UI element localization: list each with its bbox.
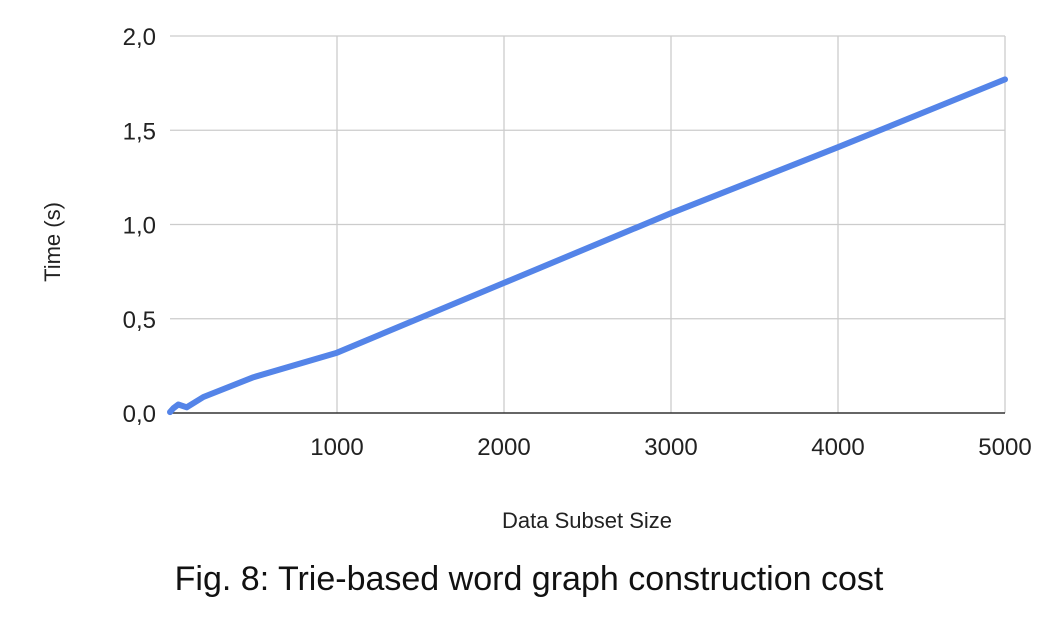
y-tick-label: 2,0 (123, 24, 156, 51)
y-tick-labels: 0,0 0,5 1,0 1,5 2,0 (123, 24, 156, 428)
y-tick-label: 1,5 (123, 118, 156, 145)
x-axis-title: Data Subset Size (502, 508, 672, 533)
y-tick-label: 1,0 (123, 213, 156, 240)
x-tick-label: 1000 (310, 434, 363, 461)
y-tick-label: 0,0 (123, 401, 156, 428)
figure-caption: Fig. 8: Trie-based word graph constructi… (174, 560, 884, 598)
x-tick-label: 5000 (978, 434, 1031, 461)
line-chart: 0,0 0,5 1,0 1,5 2,0 1000 2000 3000 4000 5000 Dat… (40, 24, 1032, 533)
x-tick-label: 2000 (477, 434, 530, 461)
y-tick-label: 0,5 (123, 307, 156, 334)
gridlines (170, 35, 1006, 413)
x-tick-labels: 1000 2000 3000 4000 5000 (310, 434, 1031, 461)
x-tick-label: 4000 (811, 434, 864, 461)
y-axis-title: Time (s) (40, 202, 65, 282)
series-line (167, 76, 1008, 416)
series-layer (167, 76, 1008, 416)
x-tick-label: 3000 (644, 434, 697, 461)
